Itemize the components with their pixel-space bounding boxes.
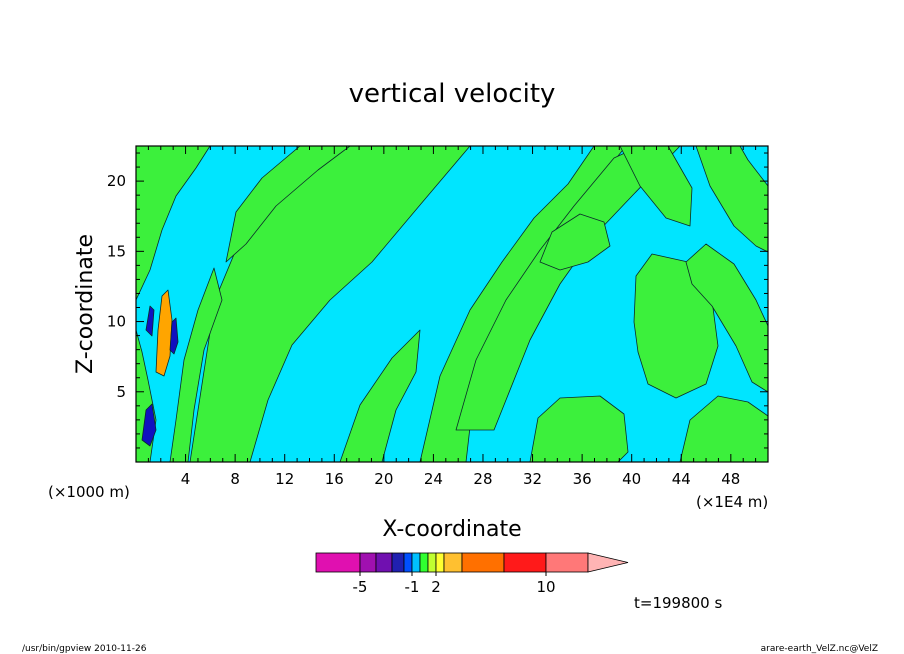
- colorbar: -5 -1 2 10: [315, 552, 629, 596]
- positive-velocity-region: [679, 395, 768, 462]
- colorbar-label: 2: [431, 578, 441, 596]
- plot-frame: [135, 145, 769, 463]
- colorbar-extend-triangle: [587, 552, 629, 573]
- time-label: t=199800 s: [634, 594, 722, 612]
- negative-velocity-region: [141, 403, 157, 447]
- velocity-field-regions: [136, 146, 768, 462]
- colorbar-segment: [427, 552, 437, 573]
- colorbar-segment: [403, 552, 413, 573]
- x-tick-label: 8: [230, 470, 240, 488]
- colorbar-segment: [461, 552, 505, 573]
- x-tick-label: 40: [622, 470, 641, 488]
- colorbar-label: -1: [405, 578, 420, 596]
- y-tick-label: 5: [116, 383, 126, 401]
- positive-velocity-region: [695, 146, 768, 253]
- x-tick-label: 16: [325, 470, 344, 488]
- y-tick-label: 10: [107, 313, 126, 331]
- negative-velocity-region: [145, 305, 155, 337]
- strong-positive-velocity-region: [155, 289, 173, 377]
- positive-velocity-region: [685, 243, 768, 393]
- x-tick-label: 32: [523, 470, 542, 488]
- y-tick-label: 15: [107, 242, 126, 260]
- colorbar-segment: [545, 552, 589, 573]
- footer-left: /usr/bin/gpview 2010-11-26: [22, 644, 147, 654]
- positive-velocity-region: [455, 146, 681, 431]
- x-tick-label: 20: [374, 470, 393, 488]
- colorbar-segment: [359, 552, 377, 573]
- colorbar-label: 10: [536, 578, 555, 596]
- x-unit-right: (×1E4 m): [696, 493, 768, 511]
- x-tick-label: 36: [573, 470, 592, 488]
- colorbar-segment: [391, 552, 405, 573]
- contour-plot-area: [136, 146, 768, 462]
- y-tick-label: 20: [107, 172, 126, 190]
- positive-velocity-region: [225, 146, 351, 263]
- y-axis-label: Z-coordinate: [73, 234, 98, 374]
- x-tick-label: 12: [275, 470, 294, 488]
- positive-velocity-region: [539, 213, 611, 271]
- colorbar-segment: [315, 552, 361, 573]
- colorbar-segment: [419, 552, 429, 573]
- positive-velocity-region: [136, 146, 211, 301]
- x-tick-label: 4: [181, 470, 191, 488]
- x-tick-label: 44: [672, 470, 691, 488]
- positive-velocity-region: [169, 267, 223, 462]
- x-unit-left: (×1000 m): [48, 483, 130, 501]
- colorbar-segment: [503, 552, 547, 573]
- x-axis-label: X-coordinate: [382, 517, 521, 542]
- footer-right: arare-earth_VelZ.nc@VelZ: [761, 644, 878, 654]
- x-axis: 4 8 12 16 20 24 28 32 36 40 44 48: [147, 146, 757, 488]
- colorbar-label: -5: [353, 578, 368, 596]
- colorbar-segment: [435, 552, 445, 573]
- x-tick-label: 48: [721, 470, 740, 488]
- x-tick-label: 28: [473, 470, 492, 488]
- colorbar-segment: [375, 552, 393, 573]
- x-tick-label: 24: [424, 470, 443, 488]
- colorbar-segment: [443, 552, 463, 573]
- chart-title: vertical velocity: [349, 79, 556, 109]
- y-axis: 5 10 15 20: [107, 152, 768, 449]
- negative-velocity-region: [169, 317, 179, 355]
- colorbar-segment: [411, 552, 421, 573]
- positive-velocity-region: [339, 329, 421, 462]
